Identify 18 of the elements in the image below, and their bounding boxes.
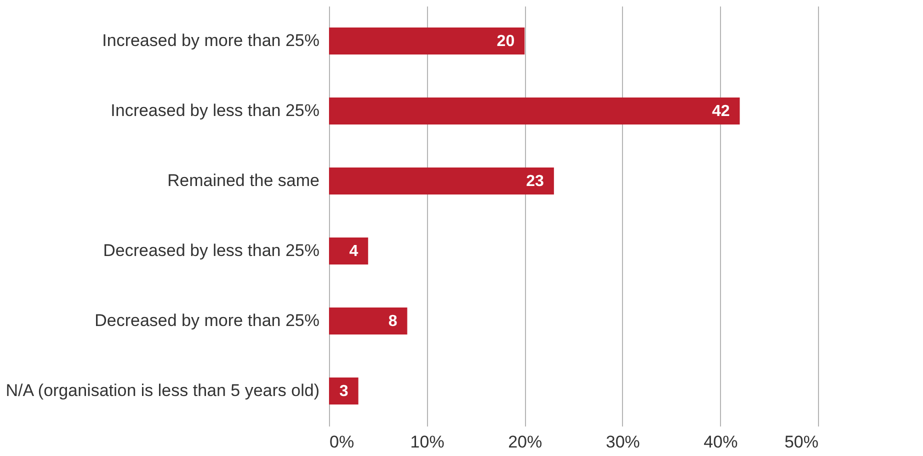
y-tick-label: Decreased by more than 25% — [94, 311, 320, 330]
data-label: 42 — [712, 103, 730, 120]
data-label: 4 — [349, 243, 358, 260]
y-tick-label: Remained the same — [167, 171, 320, 190]
data-label: 20 — [496, 33, 515, 50]
x-tick-label: 50% — [784, 432, 818, 452]
data-label: 3 — [339, 383, 348, 400]
y-tick-label: Decreased by less than 25% — [103, 241, 320, 260]
x-tick-label: 30% — [606, 432, 640, 452]
data-label: 8 — [388, 313, 398, 330]
x-tick-label: 0% — [330, 432, 354, 452]
x-tick-label: 40% — [704, 432, 738, 452]
x-tick-label: 10% — [410, 432, 444, 452]
y-tick-label: Increased by less than 25% — [110, 101, 320, 120]
x-tick-label: 20% — [508, 432, 542, 452]
y-tick-label: N/A (organisation is less than 5 years old) — [6, 381, 320, 400]
y-tick-label: Increased by more than 25% — [102, 31, 320, 50]
data-label: 23 — [526, 173, 544, 190]
